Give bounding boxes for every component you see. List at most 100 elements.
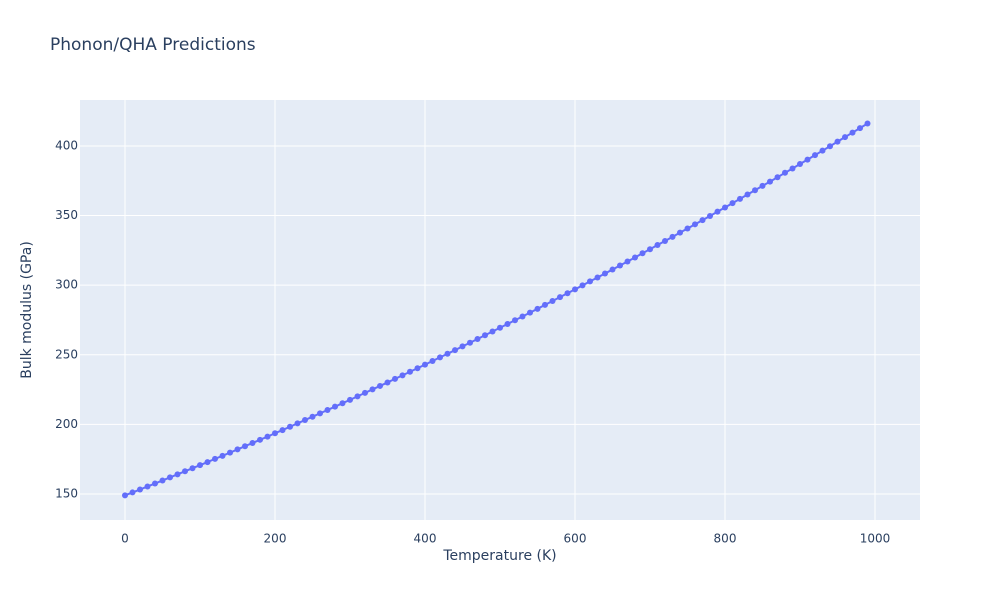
x-axis-title: Temperature (K) bbox=[442, 548, 556, 564]
point bbox=[362, 389, 368, 396]
y-tick-label: 150 bbox=[55, 486, 78, 500]
point bbox=[204, 459, 211, 466]
point bbox=[587, 278, 593, 285]
line bbox=[124, 122, 869, 497]
point bbox=[377, 382, 383, 389]
point bbox=[249, 440, 256, 447]
x-tick-label: 1000 bbox=[860, 532, 891, 546]
x-tick-label: 400 bbox=[414, 532, 437, 546]
point bbox=[302, 417, 308, 424]
x-tick-label: 0 bbox=[121, 532, 129, 546]
point bbox=[129, 489, 136, 496]
point bbox=[174, 471, 181, 478]
point bbox=[632, 254, 638, 261]
point bbox=[797, 161, 803, 168]
point bbox=[534, 305, 541, 312]
point bbox=[294, 420, 301, 427]
point bbox=[549, 298, 556, 305]
point bbox=[317, 410, 323, 417]
point bbox=[152, 480, 158, 487]
point bbox=[227, 449, 233, 456]
point bbox=[279, 427, 286, 434]
grid bbox=[80, 100, 920, 520]
point bbox=[189, 465, 196, 472]
plot-area bbox=[80, 100, 920, 520]
point bbox=[399, 372, 406, 379]
point bbox=[182, 468, 188, 475]
point bbox=[137, 486, 143, 493]
point bbox=[287, 423, 293, 430]
point bbox=[647, 246, 653, 253]
point bbox=[639, 250, 646, 257]
chart-title: Phonon/QHA Predictions bbox=[50, 35, 256, 55]
point bbox=[857, 125, 863, 132]
point bbox=[789, 165, 796, 172]
y-tick-label: 300 bbox=[55, 278, 78, 292]
point bbox=[669, 233, 676, 240]
point bbox=[542, 301, 548, 308]
point bbox=[812, 152, 818, 159]
point bbox=[512, 317, 518, 324]
point bbox=[842, 134, 848, 141]
point bbox=[347, 396, 353, 403]
point bbox=[737, 195, 743, 202]
point bbox=[527, 309, 533, 316]
point bbox=[369, 386, 376, 393]
point bbox=[219, 452, 226, 459]
point bbox=[744, 191, 751, 198]
point bbox=[467, 339, 473, 346]
y-tick-label: 350 bbox=[55, 208, 78, 222]
point bbox=[159, 477, 166, 484]
point bbox=[122, 492, 128, 499]
point bbox=[579, 282, 586, 289]
data bbox=[122, 120, 871, 499]
point bbox=[167, 474, 173, 481]
point bbox=[504, 320, 511, 327]
point bbox=[684, 225, 691, 232]
point bbox=[234, 446, 241, 453]
point bbox=[272, 430, 278, 437]
point bbox=[497, 324, 503, 331]
point bbox=[444, 350, 451, 357]
point bbox=[264, 433, 271, 440]
y-tick-label: 250 bbox=[55, 347, 78, 361]
point bbox=[767, 178, 773, 185]
point bbox=[144, 483, 151, 490]
point bbox=[242, 443, 248, 450]
point bbox=[489, 328, 496, 335]
point bbox=[782, 169, 788, 176]
point bbox=[864, 120, 871, 127]
point bbox=[834, 138, 841, 145]
point bbox=[519, 313, 526, 320]
point bbox=[564, 290, 571, 297]
point bbox=[609, 266, 616, 273]
point bbox=[662, 238, 668, 245]
y-tick-label: 200 bbox=[55, 417, 78, 431]
point bbox=[309, 413, 316, 420]
point bbox=[257, 436, 263, 443]
point bbox=[459, 343, 466, 350]
point bbox=[392, 375, 398, 382]
point bbox=[729, 200, 736, 207]
point bbox=[714, 208, 721, 215]
point bbox=[429, 358, 436, 365]
point bbox=[759, 182, 766, 189]
point bbox=[332, 403, 338, 410]
point bbox=[692, 221, 698, 228]
point bbox=[452, 347, 458, 354]
point bbox=[654, 242, 661, 249]
point bbox=[722, 204, 728, 211]
point bbox=[197, 462, 203, 469]
point bbox=[557, 294, 563, 301]
point bbox=[422, 361, 428, 368]
point bbox=[414, 365, 421, 372]
point bbox=[482, 332, 488, 339]
x-tick-label: 600 bbox=[564, 532, 587, 546]
point bbox=[437, 354, 443, 361]
point bbox=[602, 270, 608, 277]
point bbox=[324, 407, 331, 414]
point bbox=[677, 229, 683, 236]
x-tick-label: 200 bbox=[264, 532, 287, 546]
point bbox=[594, 274, 601, 281]
